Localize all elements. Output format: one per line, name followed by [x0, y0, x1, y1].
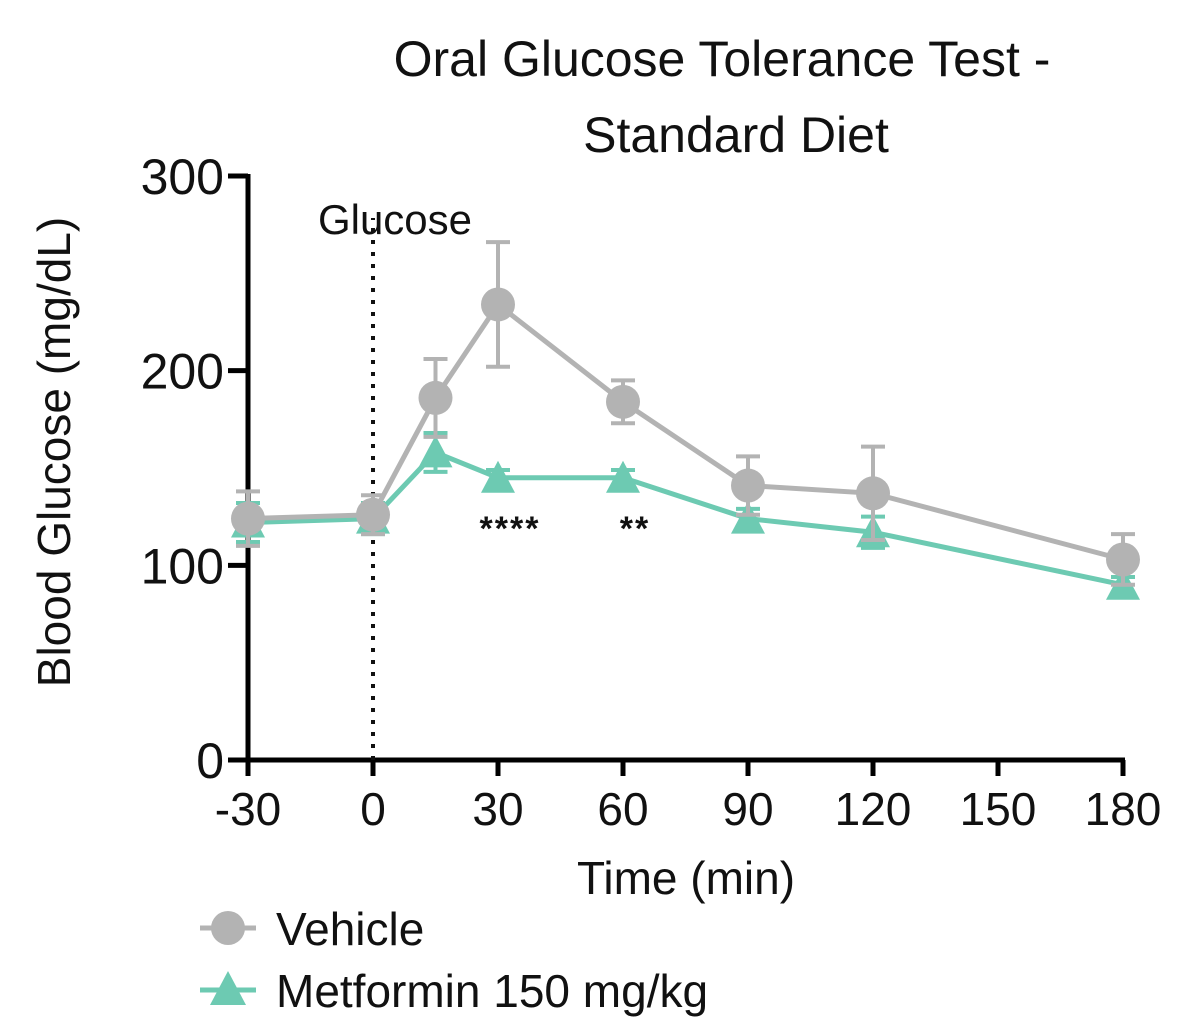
legend-item: Vehicle: [200, 903, 424, 955]
data-point: [856, 476, 890, 511]
legend-label: Vehicle: [276, 903, 424, 955]
x-tick-label: -30: [215, 783, 281, 835]
legend-marker: [210, 971, 246, 1005]
data-point: [481, 460, 515, 493]
chart-title-line1: Oral Glucose Tolerance Test -: [394, 31, 1051, 87]
y-tick-label: 100: [141, 538, 224, 594]
data-point: [731, 501, 765, 534]
glucose-label: Glucose: [318, 196, 472, 243]
significance-marker: ****: [480, 510, 541, 548]
legend-marker: [211, 911, 245, 945]
series-group: [231, 240, 1140, 600]
legend-item: Metformin 150 mg/kg: [200, 965, 708, 1017]
data-point: [418, 435, 453, 468]
x-tick-label: 0: [360, 783, 386, 835]
y-axis-label: Blood Glucose (mg/dL): [28, 217, 80, 687]
data-point: [481, 287, 515, 322]
x-tick-label: 120: [835, 783, 912, 835]
legend-label: Metformin 150 mg/kg: [276, 965, 708, 1017]
x-tick-label: 180: [1085, 783, 1162, 835]
y-tick-label: 0: [196, 733, 224, 789]
data-point: [356, 497, 390, 532]
data-point: [606, 384, 640, 419]
annotation-group: Glucose: [318, 196, 472, 760]
data-point: [606, 460, 640, 493]
y-tick-label: 200: [141, 344, 224, 400]
x-tick-label: 150: [960, 783, 1037, 835]
significance-group: **** **: [480, 510, 650, 548]
significance-marker: **: [620, 510, 650, 548]
data-point: [418, 380, 453, 415]
y-tick-label: 300: [141, 149, 224, 205]
x-tick-label: 30: [472, 783, 523, 835]
series-vehicle: [231, 240, 1140, 587]
x-tick-label: 60: [597, 783, 648, 835]
data-point: [731, 468, 765, 503]
data-point: [231, 501, 265, 536]
x-axis-label: Time (min): [577, 852, 795, 904]
data-point: [1106, 542, 1140, 577]
x-tick-label: 90: [722, 783, 773, 835]
chart-title-line2: Standard Diet: [583, 107, 889, 163]
legend: Vehicle Metformin 150 mg/kg: [200, 903, 708, 1017]
